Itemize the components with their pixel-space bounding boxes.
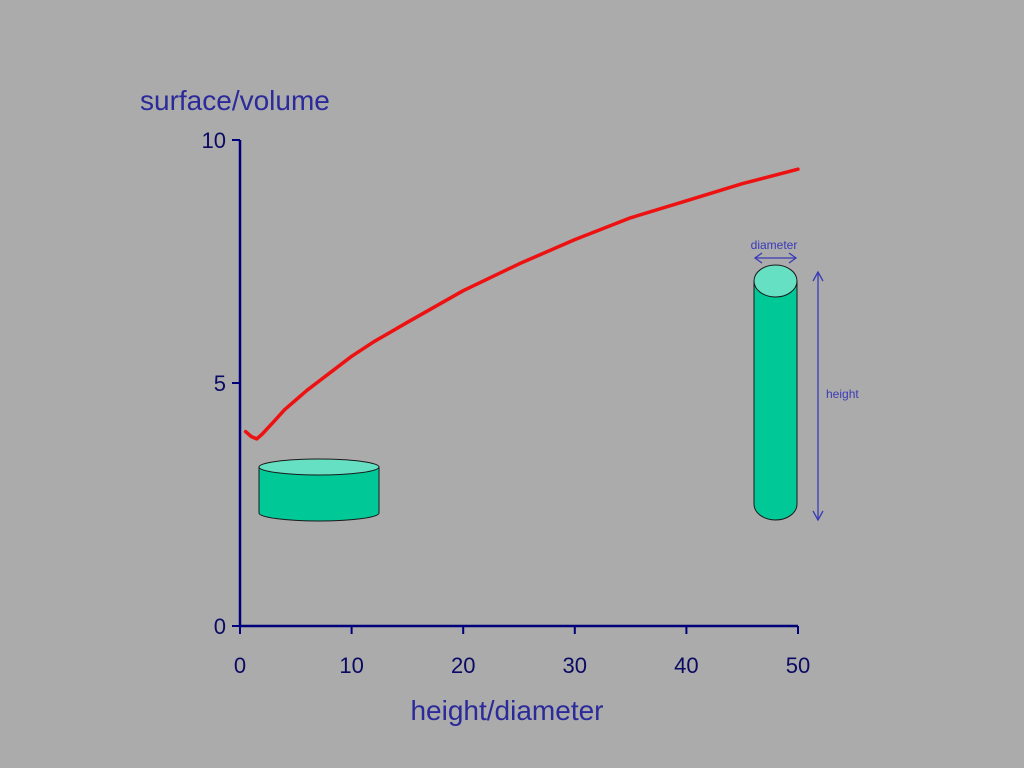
y-tick-label: 10	[202, 128, 226, 153]
height-annotation: height	[812, 270, 859, 522]
diameter-annotation: diameter	[751, 238, 798, 264]
series-layer	[243, 167, 800, 441]
cylinder-body	[258, 466, 380, 522]
x-tick-label: 40	[674, 653, 698, 678]
y-axis-ticks: 0 5 10	[202, 128, 240, 639]
cylinder-top	[753, 264, 798, 298]
short-wide-cylinder	[258, 458, 380, 522]
height-label: height	[826, 387, 859, 401]
tall-narrow-cylinder	[753, 264, 798, 521]
y-tick-label: 5	[214, 371, 226, 396]
x-axis-title: height/diameter	[410, 695, 603, 726]
diameter-arrowhead-right	[788, 252, 798, 264]
y-tick-label: 0	[214, 614, 226, 639]
height-arrowhead-top	[812, 270, 824, 282]
x-tick-label: 50	[786, 653, 810, 678]
cylinder-body	[753, 280, 798, 521]
series-line	[243, 167, 800, 441]
x-tick-label: 20	[451, 653, 475, 678]
y-axis-title: surface/volume	[140, 85, 330, 116]
x-axis-ticks: 0 10 20 30 40 50	[234, 626, 810, 678]
diameter-label: diameter	[751, 238, 798, 252]
x-tick-label: 0	[234, 653, 246, 678]
height-arrowhead-bottom	[812, 510, 824, 522]
x-tick-label: 30	[563, 653, 587, 678]
cylinder-top	[258, 458, 380, 476]
x-tick-label: 10	[339, 653, 363, 678]
diameter-arrowhead-left	[753, 252, 763, 264]
